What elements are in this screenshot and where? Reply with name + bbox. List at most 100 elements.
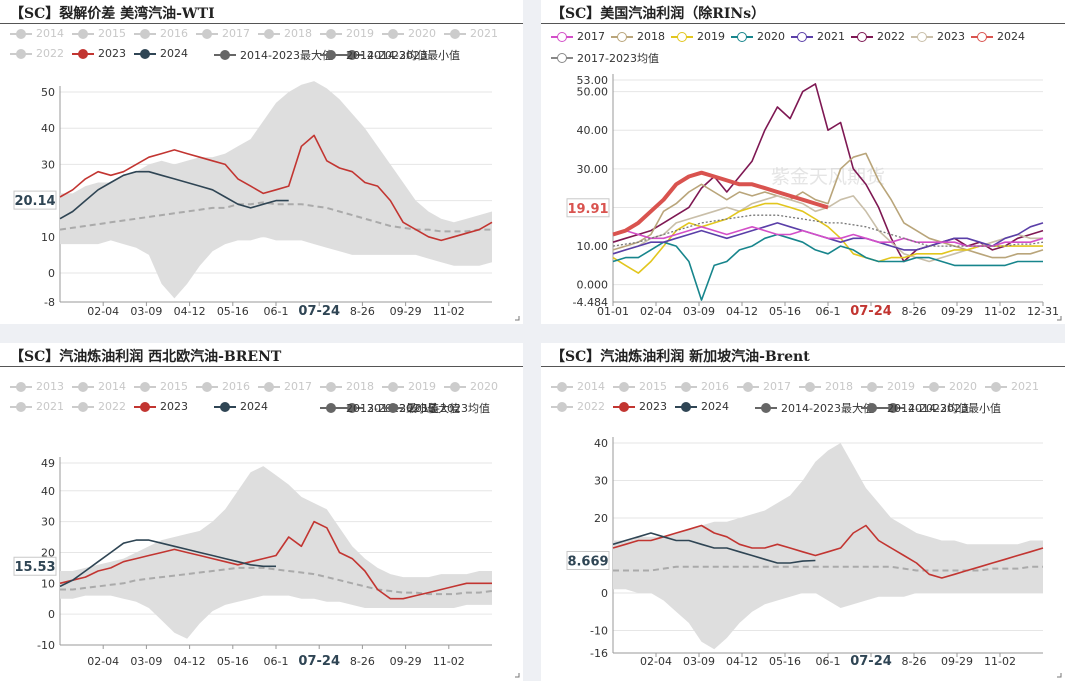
legend-item[interactable]: 2019 [382,380,436,393]
chart-panel-gasoline-wti: 【SC】裂解价差 美湾汽油-WTI 2014 2015 2016 2017 2018 20… [0,0,523,324]
legend-marker-icon [134,28,156,39]
y-tick-label: 40 [41,485,55,498]
legend-marker-icon [985,381,1007,392]
legend-item[interactable]: 2017 [196,27,250,40]
legend-item[interactable]: 2014-2023均值 [320,47,428,63]
legend-label: 2013-2023均值 [408,402,490,415]
legend-item[interactable]: 2023 [134,400,188,413]
legend-item[interactable]: 2018 [611,30,665,43]
chart-title: 【SC】美国汽油利润（除RINs） [551,6,766,22]
legend-item[interactable]: 2024 [214,400,268,413]
legend-marker-icon [72,28,94,39]
legend-item[interactable]: 2014 [551,380,605,393]
x-tick-label: 06-1 [816,305,841,318]
x-tick-label: 07-24 [298,654,340,669]
legend-marker-icon [444,28,466,39]
legend-item[interactable]: 2019 [671,30,725,43]
legend-item[interactable]: 2017 [737,380,791,393]
legend-item[interactable]: 2023 [911,30,965,43]
legend-marker-icon [72,48,94,59]
legend-item[interactable]: 2021 [985,380,1039,393]
x-tick-label: 05-16 [769,305,801,318]
legend-item[interactable]: 2019 [861,380,915,393]
legend-item[interactable]: 2020 [444,380,498,393]
current-value-label: 8.669 [567,554,608,569]
legend-label: 2021 [817,30,845,43]
legend-label: 2018 [637,30,665,43]
legend-label: 2015 [98,27,126,40]
legend-marker-icon [382,28,404,39]
legend-item[interactable]: 2018 [799,380,853,393]
legend-item[interactable]: 2014-2023最小值 [341,47,460,63]
legend-marker-icon [10,48,32,59]
legend-marker-icon [341,403,363,413]
legend-item[interactable]: 2017-2023均值 [551,50,659,66]
legend-label: 2020 [757,30,785,43]
legend-item[interactable]: 2023 [72,47,126,60]
legend-marker-icon [214,50,236,60]
x-tick-label: 8-26 [350,655,375,668]
legend-label: 2017-2023均值 [577,52,659,65]
legend-item[interactable]: 2016 [196,380,250,393]
y-tick-label: 0.000 [577,279,609,292]
y-tick-label: 0 [48,608,55,621]
title-underline [0,23,523,24]
legend-item[interactable]: 2013 [10,380,64,393]
legend-item[interactable]: 2021 [10,400,64,413]
current-value-badge [566,550,610,570]
legend-item[interactable]: 2020 [923,380,977,393]
legend-item[interactable]: 2016 [675,380,729,393]
legend-item[interactable]: 2021 [791,30,845,43]
legend-item[interactable]: 2022 [551,400,605,413]
legend-item[interactable]: 2021 [444,27,498,40]
x-tick-label: 03-09 [130,655,162,668]
x-tick-label: 11-02 [984,655,1016,668]
resize-handle-icon[interactable] [515,673,520,678]
legend-item[interactable]: 2014-2023最大值 [755,400,874,416]
series-line-2023 [612,524,1044,579]
legend-item[interactable]: 2022 [10,47,64,60]
legend-item[interactable]: 2019 [320,27,374,40]
legend-marker-icon [675,401,697,412]
resize-handle-icon[interactable] [1057,316,1062,321]
legend-item[interactable]: 2017 [551,30,605,43]
legend-item[interactable]: 2024 [134,47,188,60]
legend-item[interactable]: 2017 [258,380,312,393]
legend-label: 2014-2023均值 [887,402,969,415]
legend-item[interactable]: 2020 [382,27,436,40]
legend-label: 2017 [763,380,791,393]
series-line-2022 [612,83,1044,263]
legend-item[interactable]: 2024 [971,30,1025,43]
legend-item[interactable]: 2022 [851,30,905,43]
current-value-label: 20.14 [14,194,55,209]
y-tick-label: 50.00 [577,86,609,99]
legend-item[interactable]: 2018 [320,380,374,393]
legend-item[interactable]: 2018 [258,27,312,40]
resize-handle-icon[interactable] [515,316,520,321]
legend-item[interactable]: 2014-2023最小值 [882,400,1001,416]
legend-item[interactable]: 2014 [72,380,126,393]
x-tick-label: 02-04 [640,655,672,668]
legend-item[interactable]: 2016 [134,27,188,40]
legend-item[interactable]: 2015 [72,27,126,40]
y-tick-label: 49 [41,457,55,470]
legend-item[interactable]: 2014-2023均值 [861,400,969,416]
y-tick-label: -16 [590,647,608,660]
legend-item[interactable]: 2013-2023均值 [382,400,490,416]
legend-item[interactable]: 2015 [134,380,188,393]
y-tick-label: 10 [41,231,55,244]
legend-item[interactable]: 2014 [10,27,64,40]
legend-item[interactable]: 2022 [72,400,126,413]
series-line-2024 [612,170,829,237]
resize-handle-icon[interactable] [1057,673,1062,678]
legend-item[interactable]: 2024 [675,400,729,413]
legend-item[interactable]: 2015 [613,380,667,393]
x-tick-label: 07-24 [850,304,892,319]
legend-item[interactable]: 2020 [731,30,785,43]
legend-label: 2015 [160,380,188,393]
y-tick-label: 53.00 [577,74,609,87]
legend-item[interactable]: 2014-2023最大值 [214,47,333,63]
legend-marker-icon [444,381,466,392]
legend-marker-icon [10,381,32,392]
legend-item[interactable]: 2023 [613,400,667,413]
